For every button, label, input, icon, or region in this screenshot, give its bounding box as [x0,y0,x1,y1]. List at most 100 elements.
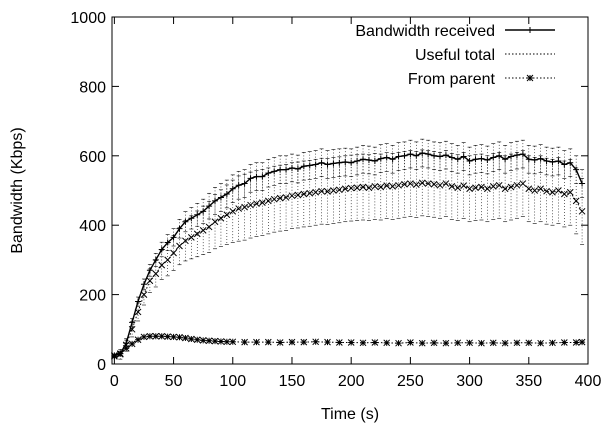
y-tick-label: 800 [79,79,106,96]
data-point [241,338,248,346]
data-point [312,161,319,168]
data-point [324,338,331,346]
data-point [288,164,295,171]
data-point [111,353,118,360]
data-point [253,173,260,180]
data-point [478,339,485,347]
data-point [253,200,260,208]
data-point [407,180,414,187]
data-point [572,197,580,205]
data-point [496,152,503,159]
data-point [401,180,408,188]
legend-label: Bandwidth received [355,23,495,40]
y-tick-label: 400 [79,218,106,235]
data-point [300,190,308,198]
data-point [182,218,189,225]
data-point [146,277,154,285]
data-point [283,166,290,173]
x-axis: 0 50 100 150 200 250 300 350 400 [110,17,601,390]
data-point [253,338,260,346]
data-point [383,182,391,189]
data-point [330,187,337,194]
data-point [537,155,544,162]
data-point [134,308,142,316]
data-point [282,194,290,201]
data-point [383,339,391,347]
legend-label: Useful total [415,47,495,64]
y-axis-label: Bandwidth (Kbps) [9,127,26,253]
data-point [549,159,556,166]
data-point [265,170,272,177]
data-point [507,183,515,191]
data-point [566,188,574,196]
data-point [170,249,177,257]
data-point [217,214,225,222]
x-tick-label: 50 [165,373,183,390]
data-point [288,338,296,346]
data-point [371,339,379,346]
data-point [407,151,414,158]
series-line [114,152,583,356]
y-axis: 0 200 400 600 800 1000 [70,10,588,374]
data-point [537,339,544,347]
data-point [495,181,503,189]
data-point [140,291,148,298]
data-point [359,183,367,191]
data-point [223,190,230,197]
data-point [259,173,266,180]
series-2 [111,332,586,360]
data-point [360,156,367,163]
data-point [419,150,426,157]
data-point [431,152,438,159]
data-point [425,151,432,158]
data-point [519,151,526,158]
data-point [306,162,313,169]
x-tick-label: 0 [110,373,119,390]
series-line [114,182,583,356]
data-point [395,181,402,189]
data-point [241,180,248,187]
data-point [152,270,160,278]
y-tick-label: 200 [79,288,106,305]
data-point [264,197,272,205]
data-point [176,225,183,232]
data-point [140,281,147,288]
data-point [128,340,136,348]
data-point [490,154,497,161]
data-point [537,185,544,193]
data-point [212,197,219,204]
data-point [336,159,343,166]
data-point [502,156,509,163]
data-point [442,339,450,347]
data-point [508,153,515,160]
data-point [371,182,379,190]
y-tick-label: 1000 [70,10,106,27]
data-point [578,338,586,346]
data-point [128,325,136,333]
data-point [347,339,355,346]
data-point [229,207,237,215]
x-tick-label: 150 [279,373,306,390]
data-point [187,335,195,343]
data-point [158,246,165,253]
data-point [549,188,556,196]
data-point [525,156,532,163]
data-point [188,215,195,222]
data-point [513,152,520,159]
data-point [395,339,402,347]
data-point [513,339,521,347]
data-point [413,152,420,159]
data-point [348,159,355,166]
data-point [176,242,183,250]
data-point [294,165,301,172]
legend: Bandwidth received Useful total From paren… [355,23,555,88]
data-point [543,187,550,195]
data-point [211,218,219,226]
data-point [176,333,183,341]
x-tick-label: 350 [515,373,542,390]
data-point [478,155,485,162]
data-point [324,188,331,195]
data-point [335,186,343,194]
data-point [365,156,372,163]
data-point [442,152,449,159]
